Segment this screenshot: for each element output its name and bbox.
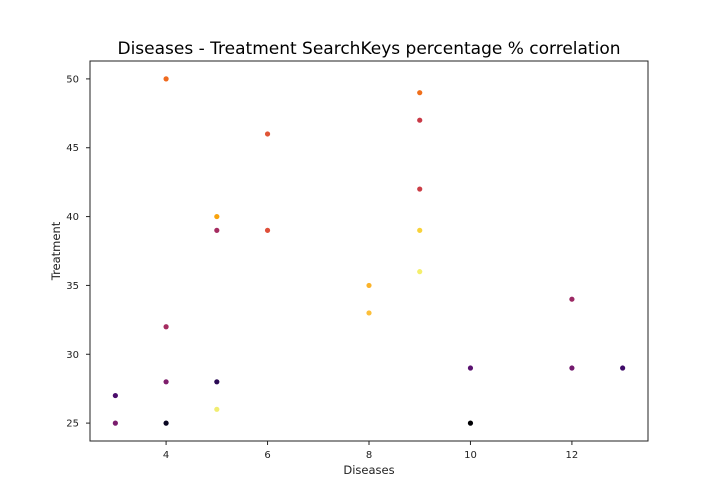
data-point [163, 324, 169, 330]
data-point [264, 131, 271, 137]
data-point [417, 90, 423, 96]
y-axis-label: Treatment [49, 221, 63, 281]
data-point [417, 269, 423, 275]
data-point [417, 227, 423, 233]
x-tick-label: 10 [464, 450, 477, 461]
x-tick-label: 4 [163, 450, 169, 461]
data-point [620, 365, 626, 371]
data-point [163, 420, 169, 426]
data-point [112, 392, 118, 399]
y-tick-label: 25 [66, 419, 79, 430]
data-point [112, 420, 118, 426]
data-point [417, 117, 423, 123]
data-point [214, 227, 220, 233]
data-point [569, 296, 575, 302]
plot-frame [89, 60, 649, 442]
data-point [467, 365, 474, 371]
chart-title: Diseases - Treatment SearchKeys percenta… [117, 39, 620, 59]
data-point [366, 310, 372, 316]
data-point [366, 282, 372, 289]
x-tick-label: 8 [366, 450, 372, 461]
y-tick-label: 50 [66, 74, 79, 85]
y-tick-label: 35 [66, 281, 79, 292]
tick-group: 4 6 8 10 12 25 30 35 40 45 50 [66, 74, 578, 461]
data-point [163, 76, 169, 82]
data-point [214, 379, 220, 385]
data-point [264, 227, 271, 233]
y-tick-label: 40 [66, 212, 79, 223]
x-tick-label: 12 [566, 450, 579, 461]
data-point [163, 379, 169, 385]
data-point [214, 406, 220, 412]
y-tick-label: 45 [66, 143, 79, 154]
x-tick-label: 6 [264, 450, 270, 461]
y-tick-label: 30 [66, 350, 79, 361]
data-point [417, 186, 423, 192]
data-point [467, 420, 474, 426]
x-axis-label: Diseases [343, 463, 394, 477]
data-point [214, 213, 220, 220]
data-point [569, 365, 575, 371]
points-group [112, 76, 626, 426]
